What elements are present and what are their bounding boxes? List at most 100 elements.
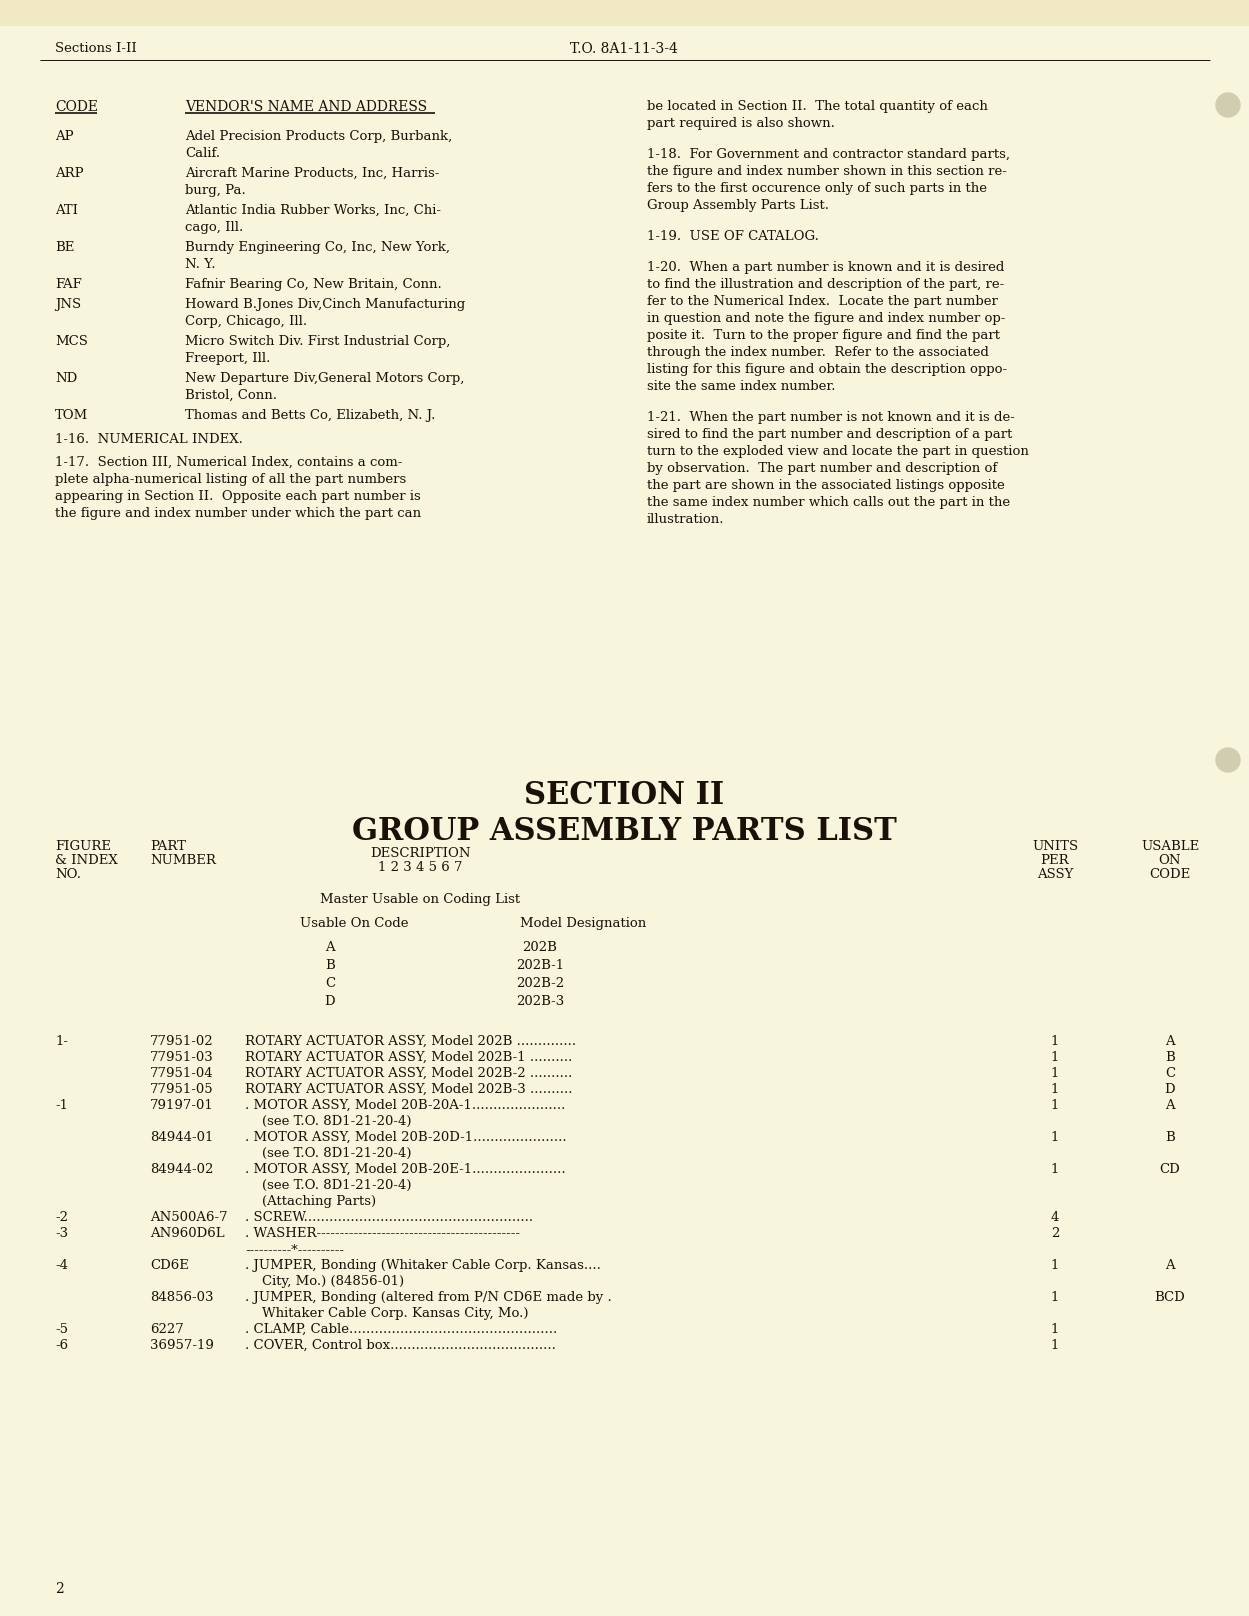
- Text: 6227: 6227: [150, 1324, 184, 1336]
- Text: (see T.O. 8D1-21-20-4): (see T.O. 8D1-21-20-4): [245, 1147, 411, 1160]
- Text: 84856-03: 84856-03: [150, 1291, 214, 1304]
- Text: -1: -1: [55, 1099, 67, 1112]
- Text: 1: 1: [1050, 1324, 1059, 1336]
- Text: A: A: [1165, 1099, 1175, 1112]
- Text: 1: 1: [1050, 1291, 1059, 1304]
- Text: MCS: MCS: [55, 335, 87, 347]
- Text: 202B-1: 202B-1: [516, 958, 565, 971]
- Text: 1: 1: [1050, 1034, 1059, 1049]
- Text: 1-18.  For Government and contractor standard parts,: 1-18. For Government and contractor stan…: [647, 149, 1010, 162]
- Text: TOM: TOM: [55, 409, 89, 422]
- Text: VENDOR'S NAME AND ADDRESS: VENDOR'S NAME AND ADDRESS: [185, 100, 427, 115]
- Text: fers to the first occurence only of such parts in the: fers to the first occurence only of such…: [647, 183, 987, 196]
- Text: 1: 1: [1050, 1083, 1059, 1096]
- Text: N. Y.: N. Y.: [185, 259, 216, 271]
- Text: 77951-04: 77951-04: [150, 1067, 214, 1079]
- Text: Adel Precision Products Corp, Burbank,: Adel Precision Products Corp, Burbank,: [185, 129, 452, 142]
- Text: D: D: [325, 995, 335, 1008]
- Text: Calif.: Calif.: [185, 147, 220, 160]
- Text: Master Usable on Coding List: Master Usable on Coding List: [320, 894, 520, 907]
- Text: -6: -6: [55, 1340, 69, 1353]
- Text: listing for this figure and obtain the description oppo-: listing for this figure and obtain the d…: [647, 364, 1007, 377]
- Text: Micro Switch Div. First Industrial Corp,: Micro Switch Div. First Industrial Corp,: [185, 335, 451, 347]
- Text: turn to the exploded view and locate the part in question: turn to the exploded view and locate the…: [647, 444, 1029, 457]
- Text: 202B-3: 202B-3: [516, 995, 565, 1008]
- Text: B: B: [1165, 1050, 1175, 1063]
- Text: 1: 1: [1050, 1259, 1059, 1272]
- Text: 1: 1: [1050, 1131, 1059, 1144]
- Text: Bristol, Conn.: Bristol, Conn.: [185, 389, 277, 402]
- Text: CD6E: CD6E: [150, 1259, 189, 1272]
- Text: UNITS: UNITS: [1032, 840, 1078, 853]
- Text: Sections I-II: Sections I-II: [55, 42, 136, 55]
- Text: 84944-01: 84944-01: [150, 1131, 214, 1144]
- Text: C: C: [325, 978, 335, 991]
- Text: 2: 2: [1050, 1227, 1059, 1239]
- Text: Corp, Chicago, Ill.: Corp, Chicago, Ill.: [185, 315, 307, 328]
- Text: in question and note the figure and index number op-: in question and note the figure and inde…: [647, 312, 1005, 325]
- Text: 84944-02: 84944-02: [150, 1164, 214, 1176]
- Text: City, Mo.) (84856-01): City, Mo.) (84856-01): [245, 1275, 405, 1288]
- Text: BCD: BCD: [1154, 1291, 1185, 1304]
- Text: PART: PART: [150, 840, 186, 853]
- Text: the part are shown in the associated listings opposite: the part are shown in the associated lis…: [647, 478, 1004, 491]
- Text: B: B: [325, 958, 335, 971]
- Text: plete alpha-numerical listing of all the part numbers: plete alpha-numerical listing of all the…: [55, 473, 406, 486]
- Text: Burndy Engineering Co, Inc, New York,: Burndy Engineering Co, Inc, New York,: [185, 241, 450, 254]
- Text: ATI: ATI: [55, 204, 77, 217]
- Text: Aircraft Marine Products, Inc, Harris-: Aircraft Marine Products, Inc, Harris-: [185, 166, 440, 179]
- Text: C: C: [1165, 1067, 1175, 1079]
- Text: ARP: ARP: [55, 166, 84, 179]
- Text: through the index number.  Refer to the associated: through the index number. Refer to the a…: [647, 346, 989, 359]
- Text: by observation.  The part number and description of: by observation. The part number and desc…: [647, 462, 997, 475]
- Text: Fafnir Bearing Co, New Britain, Conn.: Fafnir Bearing Co, New Britain, Conn.: [185, 278, 442, 291]
- Circle shape: [1217, 748, 1240, 772]
- Text: JNS: JNS: [55, 297, 81, 310]
- Text: A: A: [1165, 1034, 1175, 1049]
- Text: A: A: [325, 941, 335, 953]
- Text: AN960D6L: AN960D6L: [150, 1227, 225, 1239]
- Text: Atlantic India Rubber Works, Inc, Chi-: Atlantic India Rubber Works, Inc, Chi-: [185, 204, 441, 217]
- Text: -2: -2: [55, 1210, 67, 1223]
- Text: 1 2 3 4 5 6 7: 1 2 3 4 5 6 7: [377, 861, 462, 874]
- Text: burg, Pa.: burg, Pa.: [185, 184, 246, 197]
- Bar: [0, 0, 1249, 26]
- Text: 77951-05: 77951-05: [150, 1083, 214, 1096]
- Text: AP: AP: [55, 129, 74, 142]
- Text: 1-21.  When the part number is not known and it is de-: 1-21. When the part number is not known …: [647, 410, 1015, 423]
- Text: NUMBER: NUMBER: [150, 853, 216, 868]
- Text: SECTION II: SECTION II: [523, 781, 724, 811]
- Text: (see T.O. 8D1-21-20-4): (see T.O. 8D1-21-20-4): [245, 1180, 411, 1193]
- Text: D: D: [1164, 1083, 1175, 1096]
- Text: CD: CD: [1159, 1164, 1180, 1176]
- Text: ROTARY ACTUATOR ASSY, Model 202B-3 ..........: ROTARY ACTUATOR ASSY, Model 202B-3 .....…: [245, 1083, 572, 1096]
- Text: ON: ON: [1159, 853, 1182, 868]
- Text: . JUMPER, Bonding (Whitaker Cable Corp. Kansas....: . JUMPER, Bonding (Whitaker Cable Corp. …: [245, 1259, 601, 1272]
- Text: (see T.O. 8D1-21-20-4): (see T.O. 8D1-21-20-4): [245, 1115, 411, 1128]
- Text: ROTARY ACTUATOR ASSY, Model 202B-1 ..........: ROTARY ACTUATOR ASSY, Model 202B-1 .....…: [245, 1050, 572, 1063]
- Text: 36957-19: 36957-19: [150, 1340, 214, 1353]
- Text: USABLE: USABLE: [1140, 840, 1199, 853]
- Text: be located in Section II.  The total quantity of each: be located in Section II. The total quan…: [647, 100, 988, 113]
- Text: & INDEX: & INDEX: [55, 853, 117, 868]
- Text: ROTARY ACTUATOR ASSY, Model 202B ..............: ROTARY ACTUATOR ASSY, Model 202B .......…: [245, 1034, 576, 1049]
- Text: . COVER, Control box.......................................: . COVER, Control box....................…: [245, 1340, 556, 1353]
- Text: to find the illustration and description of the part, re-: to find the illustration and description…: [647, 278, 1004, 291]
- Text: the figure and index number under which the part can: the figure and index number under which …: [55, 507, 421, 520]
- Text: Usable On Code: Usable On Code: [300, 916, 408, 929]
- Text: 202B-2: 202B-2: [516, 978, 565, 991]
- Text: FIGURE: FIGURE: [55, 840, 111, 853]
- Text: B: B: [1165, 1131, 1175, 1144]
- Text: . MOTOR ASSY, Model 20B-20D-1......................: . MOTOR ASSY, Model 20B-20D-1...........…: [245, 1131, 567, 1144]
- Text: ROTARY ACTUATOR ASSY, Model 202B-2 ..........: ROTARY ACTUATOR ASSY, Model 202B-2 .....…: [245, 1067, 572, 1079]
- Text: sired to find the part number and description of a part: sired to find the part number and descri…: [647, 428, 1013, 441]
- Text: 2: 2: [55, 1582, 64, 1597]
- Text: part required is also shown.: part required is also shown.: [647, 116, 834, 129]
- Text: ----------*----------: ----------*----------: [245, 1243, 343, 1256]
- Text: Freeport, Ill.: Freeport, Ill.: [185, 352, 270, 365]
- Text: 1: 1: [1050, 1050, 1059, 1063]
- Text: the same index number which calls out the part in the: the same index number which calls out th…: [647, 496, 1010, 509]
- Text: 1: 1: [1050, 1067, 1059, 1079]
- Circle shape: [1217, 94, 1240, 116]
- Text: appearing in Section II.  Opposite each part number is: appearing in Section II. Opposite each p…: [55, 490, 421, 503]
